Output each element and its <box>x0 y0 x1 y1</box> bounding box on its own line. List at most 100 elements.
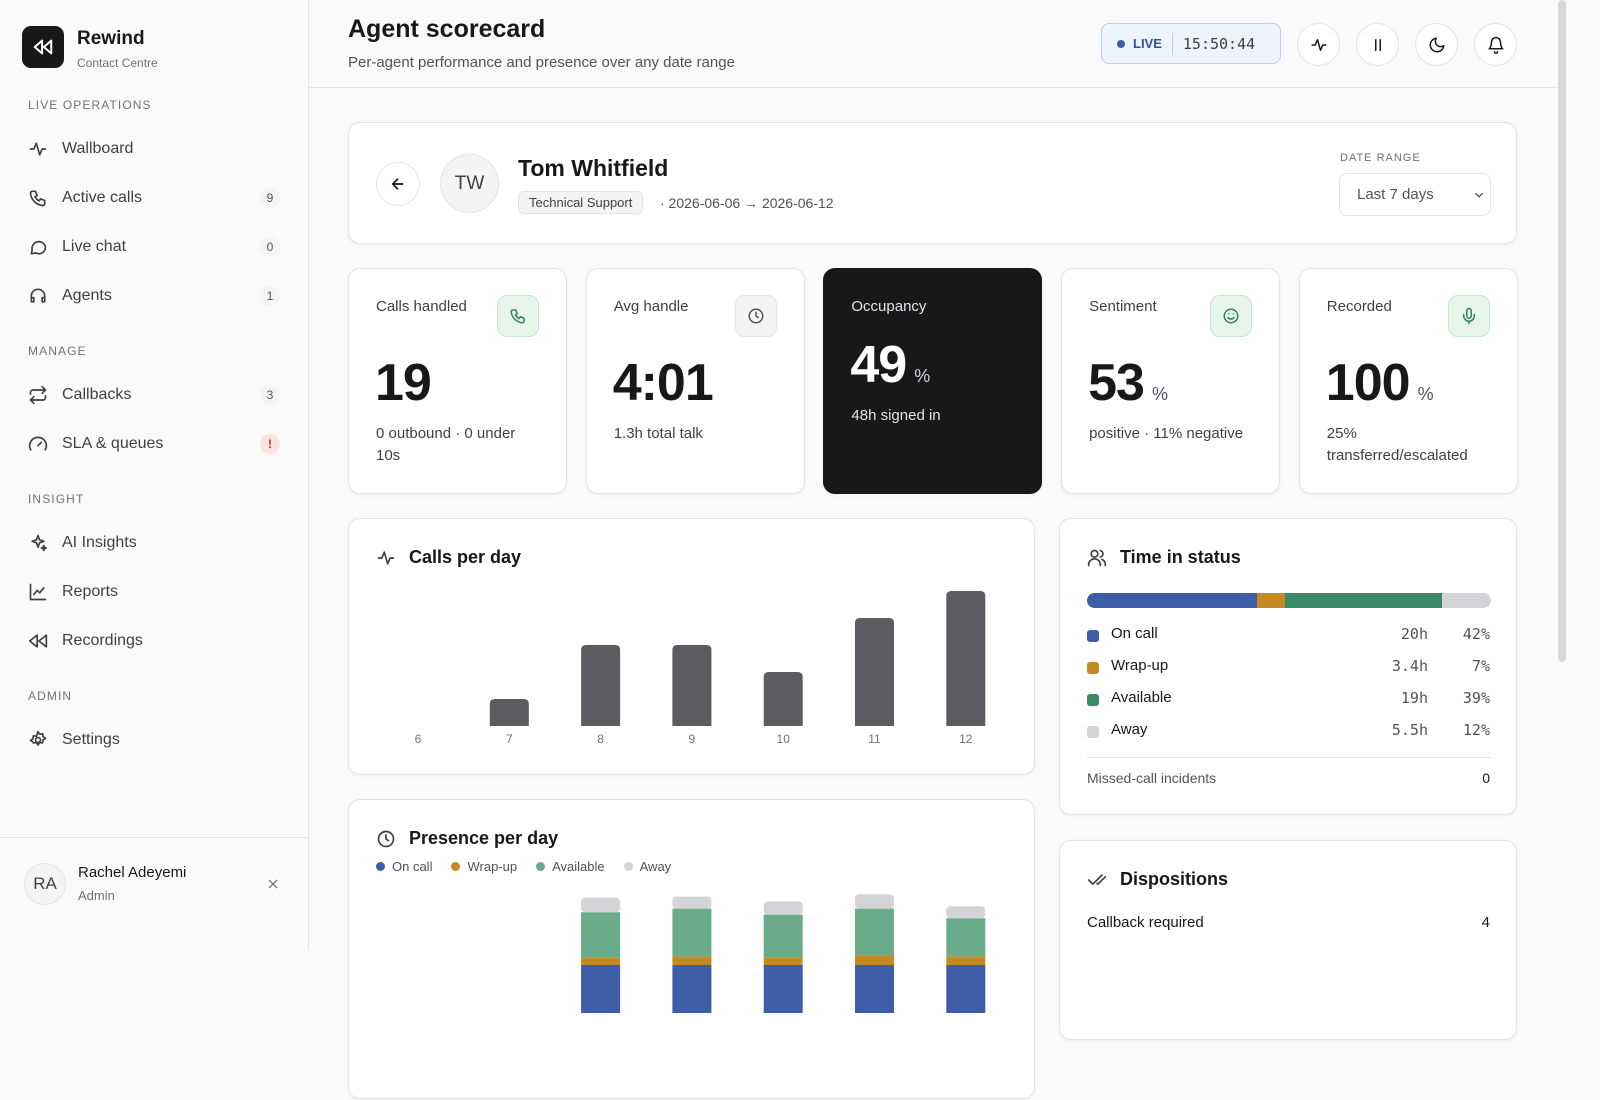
bar-segment <box>672 956 712 965</box>
brand-subtitle: Contact Centre <box>77 56 158 70</box>
icon-path <box>29 190 46 206</box>
status-segment <box>1284 593 1443 608</box>
nav: LIVE OPERATIONS Wallboard Active calls 9 Liv… <box>20 95 288 764</box>
icon <box>1462 307 1475 325</box>
icon <box>1223 308 1239 324</box>
icon <box>1087 549 1107 567</box>
kpi-detail: 0 outbound · 0 under 10s <box>376 425 516 464</box>
disposition-label: Callback required <box>1087 914 1204 931</box>
bar-segment <box>672 965 712 1013</box>
kpi-value-row: 100% <box>1326 353 1434 413</box>
agent-name: Tom Whitfield <box>518 155 669 181</box>
bar <box>581 645 621 726</box>
bar-segment <box>855 894 894 909</box>
icon-path <box>377 830 395 848</box>
header-button[interactable] <box>1297 23 1340 66</box>
icon <box>29 141 47 156</box>
status-dot <box>1087 662 1099 674</box>
icon <box>1429 37 1444 52</box>
icon-path <box>29 385 47 404</box>
icon <box>377 551 395 565</box>
user-name: Rachel Adeyemi <box>78 864 187 881</box>
kpi-label: Recorded <box>1326 298 1392 315</box>
icon-path <box>1087 549 1107 567</box>
status-duration: 5.5h <box>1391 721 1428 739</box>
chart <box>581 894 986 1013</box>
icon <box>1311 38 1326 51</box>
nav-label: Reports <box>62 582 119 600</box>
page: Rewind Contact Centre LIVE OPERATIONS Wal… <box>0 0 1566 1099</box>
kpi-label: Calls handled <box>376 298 467 315</box>
bar-segment <box>672 896 712 909</box>
icon-path <box>28 633 48 648</box>
back-button[interactable] <box>376 162 420 206</box>
logout-button[interactable] <box>266 877 280 891</box>
icon-path <box>29 141 47 156</box>
bar <box>489 699 529 726</box>
nav-item[interactable]: Settings <box>20 715 288 764</box>
nav-item[interactable]: Live chat 0 <box>20 222 288 271</box>
nav-item[interactable]: Active calls 9 <box>20 173 288 222</box>
nav-item[interactable]: Wallboard <box>20 124 288 173</box>
icon-path <box>1374 38 1381 51</box>
icon <box>31 534 48 551</box>
nav-label: SLA & queues <box>62 434 164 452</box>
kpi-card: Avg handle 4:01 1.3h total talk <box>585 268 805 494</box>
icon-path <box>1223 308 1239 324</box>
x-tick-label: 6 <box>415 732 422 746</box>
icon-path <box>748 308 764 324</box>
legend-item: Available <box>536 859 605 874</box>
header-button[interactable] <box>1474 23 1517 66</box>
nav-item[interactable]: Reports <box>20 567 288 616</box>
kpi-value: 49 <box>850 336 907 394</box>
bar <box>763 672 803 726</box>
icon-path <box>31 534 48 551</box>
chart: 6 7 8 9 10 11 12 <box>415 591 986 746</box>
nav-badge: 0 <box>260 236 280 257</box>
legend: On call Wrap-up Available Away <box>376 859 690 874</box>
status-label: Wrap-up <box>1111 657 1169 674</box>
header-button[interactable] <box>1415 23 1458 66</box>
kpi-detail: 48h signed in <box>851 407 941 424</box>
bar-segment <box>581 897 621 913</box>
card-title: Dispositions <box>1120 869 1229 889</box>
date-range-select[interactable]: Last 7 days <box>1339 173 1491 216</box>
sidebar: Rewind Contact Centre LIVE OPERATIONS Wal… <box>0 0 309 950</box>
kpi-value-row: 4:01 <box>613 353 714 413</box>
nav-item[interactable]: AI Insights <box>20 518 288 567</box>
icon <box>28 436 48 451</box>
nav-section-title: MANAGE <box>28 344 87 358</box>
nav-badge: 3 <box>260 384 280 405</box>
icon-path <box>1488 36 1503 54</box>
divider <box>1171 32 1173 55</box>
nav-item[interactable]: Recordings <box>20 616 288 665</box>
bar-segment <box>763 957 803 965</box>
bar-segment <box>946 906 986 919</box>
legend-swatch <box>376 862 385 871</box>
status-share: 42% <box>1462 625 1490 643</box>
status-duration: 19h <box>1400 689 1428 707</box>
disposition-count: 4 <box>1481 914 1490 931</box>
nav-item[interactable]: SLA & queues! <box>20 419 288 468</box>
bar-segment <box>763 914 803 958</box>
status-duration: 20h <box>1400 625 1428 643</box>
icon-path <box>510 309 525 324</box>
nav-item[interactable]: Agents 1 <box>20 271 288 320</box>
nav-badge: 9 <box>260 187 280 208</box>
status-dot <box>1087 694 1099 706</box>
x-tick-label: 8 <box>597 732 604 746</box>
kpi-value-row: 19 <box>375 353 432 413</box>
user-role: Admin <box>78 888 115 903</box>
logo-icon <box>33 39 53 55</box>
icon <box>1488 36 1503 54</box>
incidents-value: 0 <box>1482 770 1490 786</box>
bar-segment <box>946 965 986 1013</box>
chart-title: Calls per day <box>409 547 522 567</box>
bar-segment <box>946 956 986 965</box>
kpi-card: Calls handled 19 0 outbound · 0 under 10s <box>348 268 567 494</box>
header-button[interactable] <box>1356 23 1399 66</box>
nav-item[interactable]: Callbacks 3 <box>20 370 288 419</box>
nav-label: Agents <box>62 286 112 304</box>
icon <box>29 583 47 600</box>
bar-segment <box>581 957 621 965</box>
